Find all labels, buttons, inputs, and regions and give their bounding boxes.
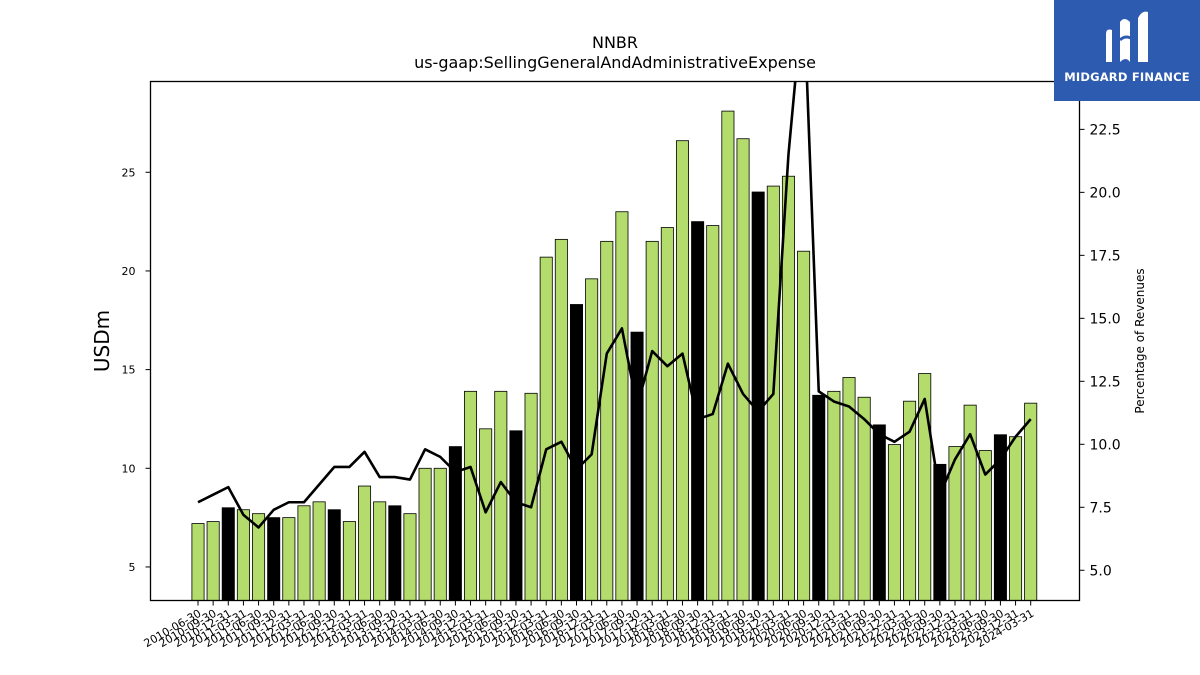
bar: [479, 428, 493, 601]
y2-tick-label: 7.5: [1090, 500, 1112, 516]
y-tick-label: 10: [122, 462, 136, 475]
bar: [1024, 402, 1038, 601]
bar: [872, 424, 886, 601]
logo-mark-icon: [1106, 11, 1148, 63]
bar: [963, 404, 977, 601]
logo-text: MIDGARD FINANCE: [1064, 70, 1190, 84]
bar: [600, 240, 614, 601]
percentage-line: [197, 81, 1032, 529]
bar: [388, 505, 402, 601]
chart-subtitle: us-gaap:SellingGeneralAndAdministrativeE…: [414, 53, 816, 72]
bar: [267, 517, 281, 601]
bar: [918, 373, 932, 601]
bar: [842, 377, 856, 601]
y-tick-label: 25: [122, 166, 136, 179]
bar: [327, 509, 341, 601]
bar: [554, 238, 568, 601]
y2-tick-label: 12.5: [1090, 374, 1121, 390]
y-tick-label: 5: [129, 561, 136, 574]
bar: [660, 227, 674, 601]
chart-title: NNBR: [592, 33, 638, 52]
bar: [524, 392, 538, 601]
bar: [645, 240, 659, 601]
bar: [903, 400, 917, 601]
plot-frame: [149, 80, 1081, 602]
bar: [403, 513, 417, 601]
y-tick-label: 20: [122, 265, 136, 278]
bar: [236, 509, 250, 601]
y2-tick-label: 20.0: [1090, 185, 1121, 201]
brand-logo: MIDGARD FINANCE: [1054, 0, 1200, 101]
y2-tick-label: 15.0: [1090, 311, 1121, 327]
bar: [857, 396, 871, 601]
bar: [494, 390, 508, 601]
y-axis-label: USDm: [90, 310, 114, 372]
bar: [736, 138, 750, 601]
line-layer: [197, 81, 1032, 529]
bar: [797, 250, 811, 601]
bar: [297, 505, 311, 601]
bar: [191, 523, 205, 601]
bar: [887, 444, 901, 601]
bar: [539, 256, 553, 601]
bar: [630, 331, 644, 601]
bar: [509, 430, 523, 601]
bar: [585, 278, 599, 601]
bar: [570, 304, 584, 601]
y2-tick-label: 10.0: [1090, 437, 1121, 453]
bar: [312, 501, 326, 601]
bar: [781, 175, 795, 601]
y2-tick-label: 17.5: [1090, 248, 1121, 264]
bar: [464, 390, 478, 601]
bar: [206, 521, 220, 601]
bar: [933, 463, 947, 601]
y2-tick-label: 22.5: [1090, 122, 1121, 138]
bar: [615, 211, 629, 601]
x-axis: 2010-06-302010-09-302010-12-312011-03-31…: [142, 600, 1036, 650]
bar: [1009, 436, 1023, 601]
bar: [827, 390, 841, 601]
bar: [751, 191, 765, 601]
bar: [373, 501, 387, 601]
y-tick-label: 15: [122, 364, 136, 377]
bar: [433, 467, 447, 601]
bar: [342, 521, 356, 601]
bar: [812, 394, 826, 601]
bar: [418, 467, 432, 601]
y2-tick-label: 5.0: [1090, 563, 1112, 579]
y2-axis-label: Percentage of Revenues: [1133, 268, 1147, 413]
bar: [721, 110, 735, 601]
bar: [282, 517, 296, 601]
y-axis-left: 5 10 15 20 25: [122, 166, 151, 574]
bar: [358, 485, 372, 601]
y-axis-right: 5.0 7.5 10.0 12.5 15.0 17.5 20.0 22.5: [1079, 122, 1121, 579]
bar: [221, 507, 235, 601]
bar: [691, 221, 705, 601]
bars: [191, 110, 1038, 601]
